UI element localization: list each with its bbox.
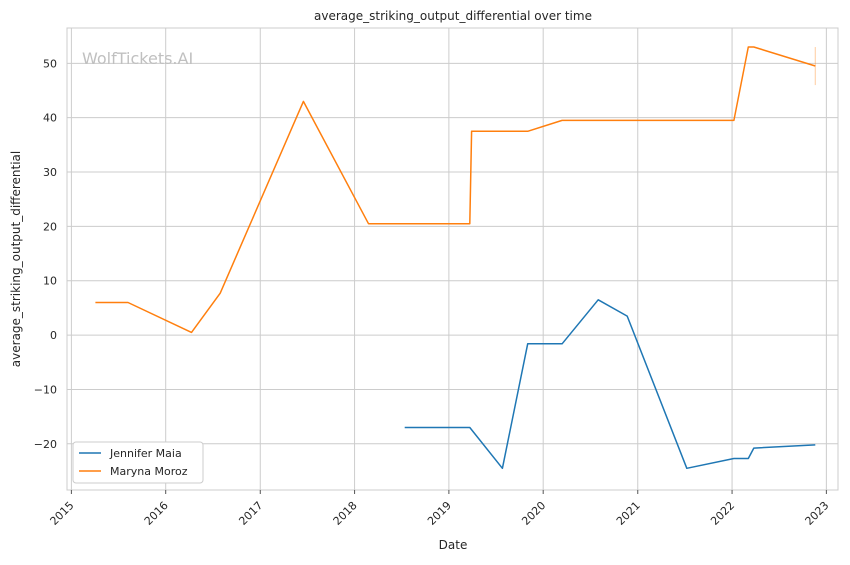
- x-axis-label: Date: [439, 538, 468, 552]
- y-tick-label: 30: [43, 166, 57, 179]
- grid-lines: [67, 28, 838, 490]
- legend-label: Jennifer Maia: [109, 447, 182, 460]
- series-line-0: [404, 299, 816, 470]
- legend: Jennifer Maia Maryna Moroz: [72, 441, 204, 484]
- y-tick-label: −20: [34, 438, 57, 451]
- y-tick-label: 10: [43, 275, 57, 288]
- y-tick-label: −10: [34, 383, 57, 396]
- watermark-text: WolfTickets.AI: [82, 49, 193, 68]
- legend-box: [72, 441, 204, 484]
- series-line-1: [95, 46, 816, 334]
- plot-area: [66, 27, 839, 491]
- legend-label: Maryna Moroz: [110, 465, 188, 478]
- y-axis-label: average_striking_output_differential: [9, 151, 23, 367]
- y-tick-label: 0: [50, 329, 57, 342]
- y-tick-label: 50: [43, 57, 57, 70]
- y-tick-label: 20: [43, 220, 57, 233]
- series-lines: [95, 46, 816, 470]
- y-tick-label: 40: [43, 112, 57, 125]
- chart-title: average_striking_output_differential ove…: [314, 9, 592, 23]
